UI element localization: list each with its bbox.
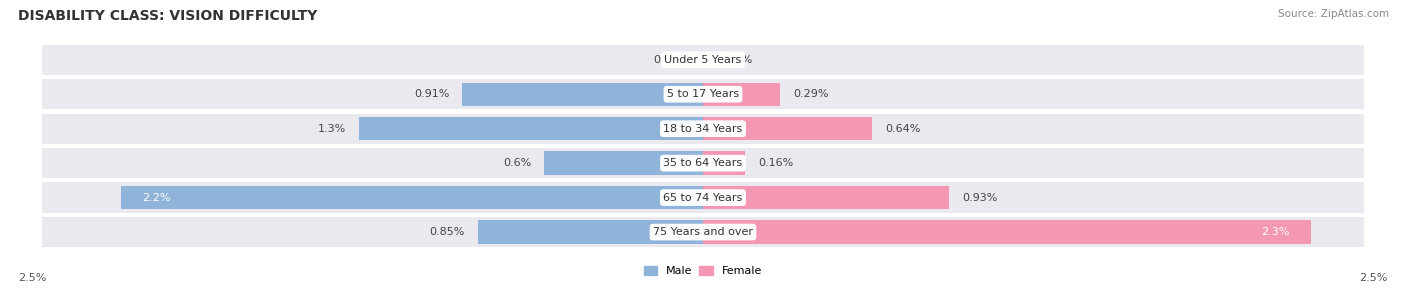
Bar [703, 186, 949, 209]
Bar [42, 182, 1364, 213]
Text: 0.64%: 0.64% [886, 124, 921, 134]
Bar [360, 117, 703, 140]
Text: 18 to 34 Years: 18 to 34 Years [664, 124, 742, 134]
Text: 65 to 74 Years: 65 to 74 Years [664, 193, 742, 202]
Text: 0.85%: 0.85% [430, 227, 465, 237]
Text: Source: ZipAtlas.com: Source: ZipAtlas.com [1278, 9, 1389, 19]
Text: 0.0%: 0.0% [724, 55, 752, 65]
Text: 0.6%: 0.6% [503, 158, 531, 168]
Bar [42, 79, 1364, 109]
Text: 35 to 64 Years: 35 to 64 Years [664, 158, 742, 168]
Text: 2.5%: 2.5% [1360, 273, 1388, 283]
Text: Under 5 Years: Under 5 Years [665, 55, 741, 65]
Legend: Male, Female: Male, Female [640, 262, 766, 281]
Text: DISABILITY CLASS: VISION DIFFICULTY: DISABILITY CLASS: VISION DIFFICULTY [18, 9, 318, 23]
Bar [703, 151, 745, 175]
Text: 2.2%: 2.2% [142, 193, 172, 202]
Text: 2.5%: 2.5% [18, 273, 46, 283]
Bar [42, 45, 1364, 75]
Bar [544, 151, 703, 175]
Bar [42, 148, 1364, 178]
Text: 75 Years and over: 75 Years and over [652, 227, 754, 237]
Text: 1.3%: 1.3% [318, 124, 346, 134]
Text: 0.0%: 0.0% [654, 55, 682, 65]
Bar [703, 117, 872, 140]
Text: 2.3%: 2.3% [1261, 227, 1289, 237]
Text: 0.16%: 0.16% [758, 158, 794, 168]
Bar [42, 113, 1364, 144]
Bar [703, 220, 1310, 244]
Text: 0.91%: 0.91% [413, 89, 450, 99]
Text: 5 to 17 Years: 5 to 17 Years [666, 89, 740, 99]
Bar [121, 186, 703, 209]
Bar [463, 82, 703, 106]
Bar [478, 220, 703, 244]
Text: 0.93%: 0.93% [962, 193, 997, 202]
Bar [42, 217, 1364, 247]
Text: 0.29%: 0.29% [793, 89, 828, 99]
Bar [703, 82, 780, 106]
